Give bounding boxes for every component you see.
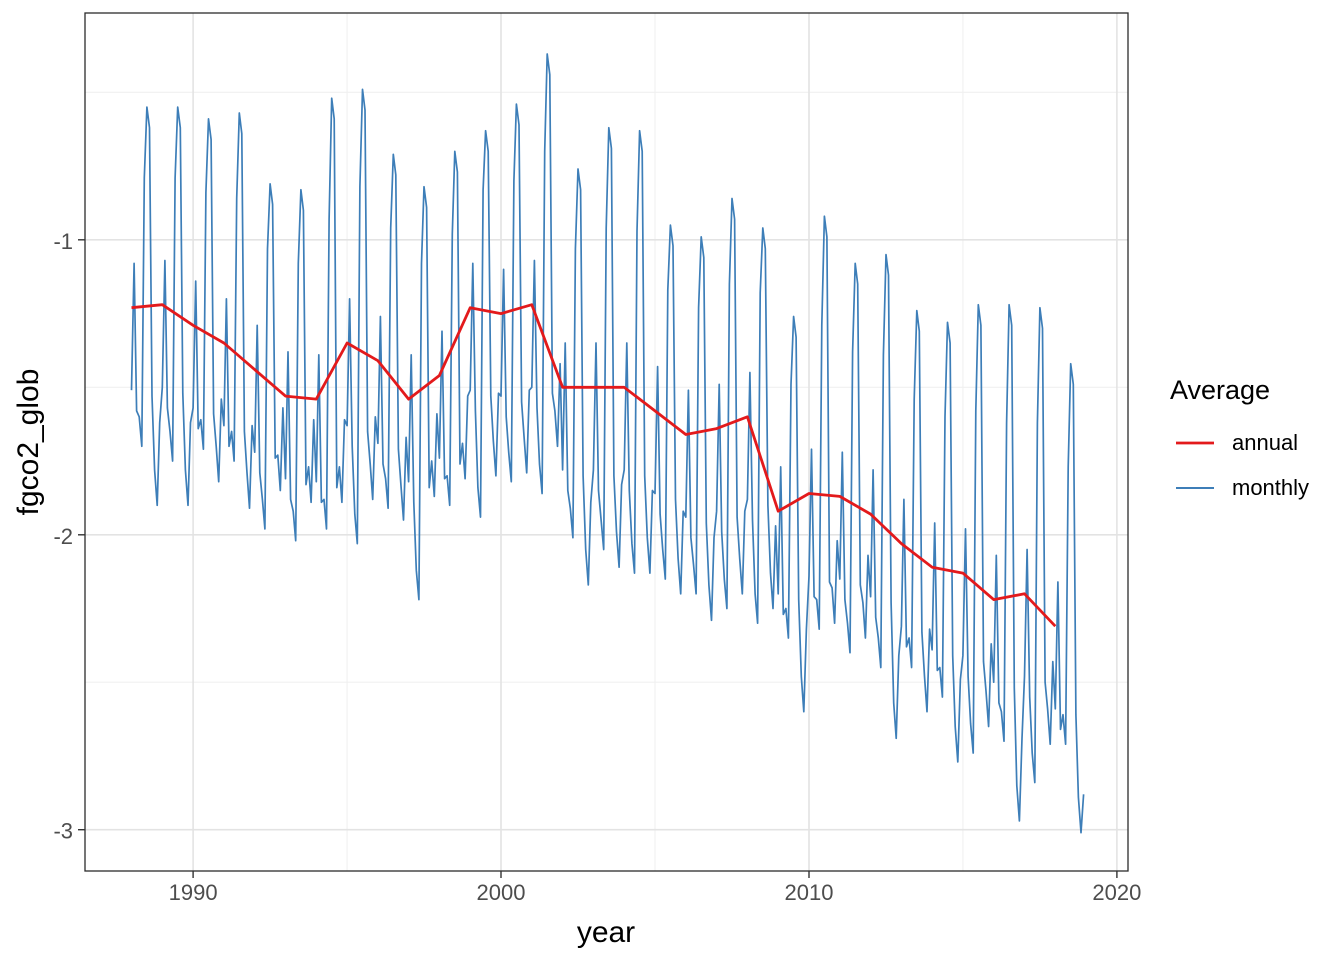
y-axis-title: fgco2_glob	[12, 369, 45, 516]
y-tick-label: -2	[53, 524, 73, 549]
legend-label-annual: annual	[1232, 430, 1298, 455]
x-tick-label: 2000	[477, 880, 526, 905]
x-tick-label: 1990	[169, 880, 218, 905]
axis-layer: 1990 2000 2010 2020 -1 -2 -3	[53, 12, 1141, 905]
legend-label-monthly: monthly	[1232, 475, 1309, 500]
legend-title: Average	[1170, 375, 1270, 405]
y-tick-label: -3	[53, 819, 73, 844]
y-tick-label: -1	[53, 229, 73, 254]
x-tick-label: 2020	[1092, 880, 1141, 905]
grid-layer	[85, 13, 1128, 871]
legend: Average annual monthly	[1170, 375, 1309, 500]
series-monthly-line	[130, 53, 1085, 834]
series-annual-line	[131, 303, 1057, 628]
panel-border	[84, 12, 1129, 872]
series-layer	[130, 53, 1085, 834]
x-axis-title: year	[577, 916, 635, 949]
x-tick-label: 2010	[785, 880, 834, 905]
